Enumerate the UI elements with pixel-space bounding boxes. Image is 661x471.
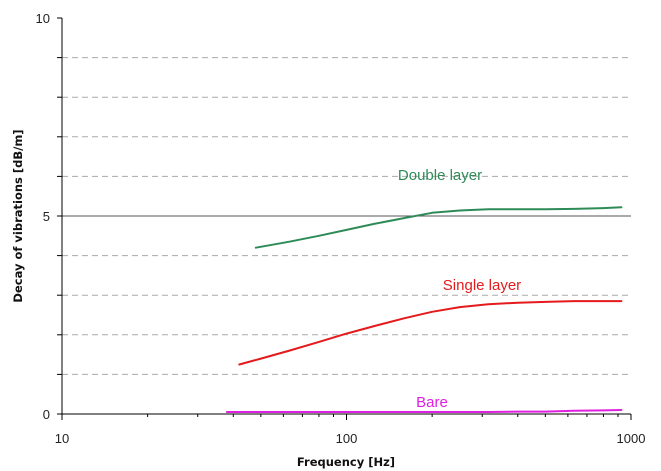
series-label-bare: Bare bbox=[416, 394, 448, 411]
x-tick-label: 1000 bbox=[617, 431, 646, 446]
x-axis-title: Frequency [Hz] bbox=[297, 455, 395, 469]
series-line-single-layer bbox=[238, 300, 623, 366]
series-label-single-layer: Single layer bbox=[443, 277, 521, 294]
axes bbox=[57, 17, 632, 420]
series-line-bare bbox=[225, 409, 623, 413]
tick-labels: 10 100 1000 0 5 10 bbox=[36, 11, 646, 446]
x-tick-label: 10 bbox=[55, 431, 69, 446]
series-line-double-layer bbox=[254, 206, 623, 249]
y-tick-label: 10 bbox=[36, 11, 50, 26]
y-axis-title: Decay of vibrations [dB/m] bbox=[11, 129, 25, 302]
grid-lines bbox=[62, 57, 631, 375]
series-labels: Double layer Single layer Bare bbox=[398, 167, 521, 411]
series-label-double-layer: Double layer bbox=[398, 167, 482, 184]
series-lines bbox=[225, 206, 623, 413]
y-tick-label: 5 bbox=[43, 209, 50, 224]
y-tick-label: 0 bbox=[43, 407, 50, 422]
x-tick-label: 100 bbox=[336, 431, 358, 446]
